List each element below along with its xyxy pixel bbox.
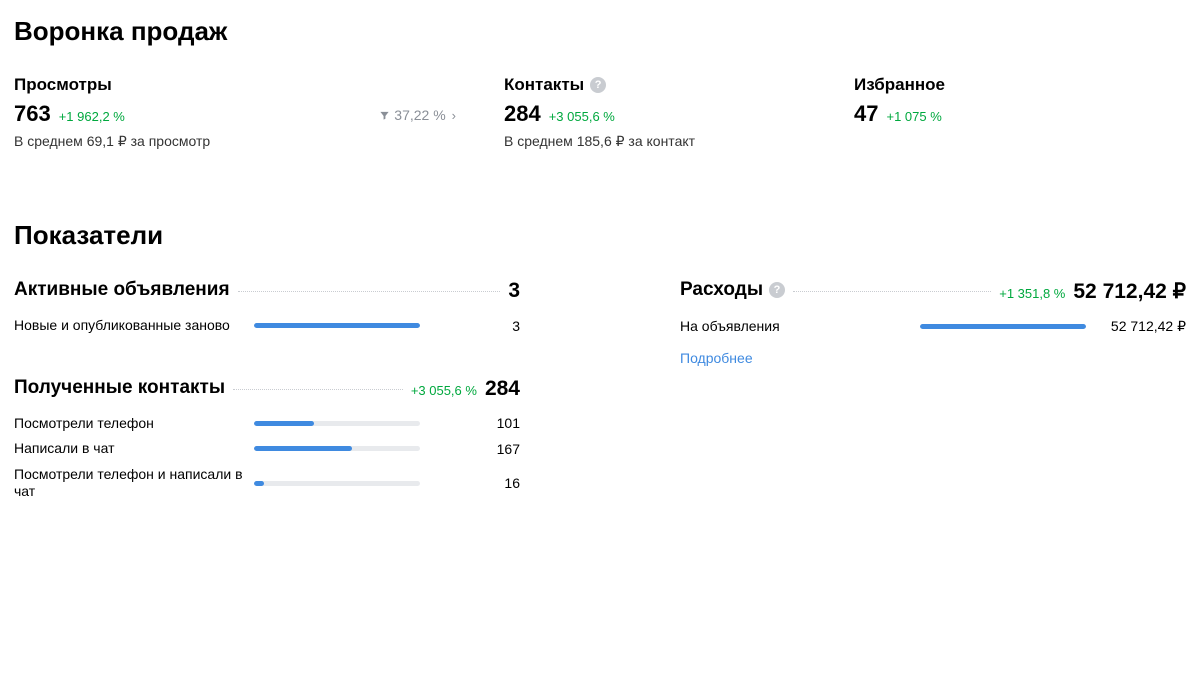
funnel-views-value: 763 [14, 101, 51, 127]
funnel-views-avg: В среднем 69,1 ₽ за просмотр [14, 133, 504, 150]
funnel-contacts-card: Контакты ? 284 +3 055,6 % В среднем 185,… [504, 75, 854, 150]
bar-row: Посмотрели телефон и написали в чат 16 [14, 466, 520, 501]
funnel-icon [379, 110, 390, 121]
bar-track [254, 481, 420, 486]
funnel-views-label: Просмотры [14, 75, 504, 95]
bar-fill [254, 323, 420, 328]
active-listings-total: 3 [508, 279, 520, 303]
bar-track [920, 324, 1086, 329]
bar-value: 101 [430, 415, 520, 431]
received-contacts-block: Полученные контакты +3 055,6 % 284 Посмо… [14, 377, 520, 501]
bar-label: Посмотрели телефон [14, 415, 244, 433]
bar-fill [254, 446, 352, 451]
received-contacts-title: Полученные контакты [14, 377, 225, 399]
funnel-row: Просмотры 763 +1 962,2 % В среднем 69,1 … [14, 75, 1186, 150]
expenses-delta: +1 351,8 % [999, 286, 1065, 301]
funnel-contacts-delta: +3 055,6 % [549, 109, 615, 124]
bar-value: 167 [430, 441, 520, 457]
bar-fill [254, 421, 314, 426]
indicators-right-col: Расходы ? +1 351,8 % 52 712,42 ₽ На объя… [680, 279, 1186, 409]
funnel-favorites-label: Избранное [854, 75, 945, 95]
funnel-views-delta: +1 962,2 % [59, 109, 125, 124]
dotline [793, 291, 991, 292]
bar-label: Новые и опубликованные заново [14, 317, 244, 335]
indicators-columns: Активные объявления 3 Новые и опубликова… [14, 279, 1186, 543]
bar-label: Посмотрели телефон и написали в чат [14, 466, 244, 501]
funnel-contacts-value: 284 [504, 101, 541, 127]
indicators-left-col: Активные объявления 3 Новые и опубликова… [14, 279, 520, 543]
expenses-block: Расходы ? +1 351,8 % 52 712,42 ₽ На объя… [680, 279, 1186, 367]
help-icon[interactable]: ? [769, 282, 785, 298]
indicators-title: Показатели [14, 220, 1186, 251]
funnel-title: Воронка продаж [14, 16, 1186, 47]
received-contacts-total: 284 [485, 377, 520, 401]
bar-fill [254, 481, 264, 486]
funnel-contacts-label: Контакты [504, 75, 584, 95]
funnel-contacts-avg: В среднем 185,6 ₽ за контакт [504, 133, 854, 150]
funnel-favorites-delta: +1 075 % [886, 109, 941, 124]
chevron-right-icon: › [452, 108, 456, 123]
active-listings-block: Активные объявления 3 Новые и опубликова… [14, 279, 520, 335]
received-contacts-delta: +3 055,6 % [411, 383, 477, 398]
active-listings-title: Активные объявления [14, 279, 230, 301]
expenses-more-link[interactable]: Подробнее [680, 350, 753, 366]
help-icon[interactable]: ? [590, 77, 606, 93]
bar-value: 3 [430, 318, 520, 334]
bar-value: 52 712,42 ₽ [1096, 318, 1186, 335]
bar-label: На объявления [680, 318, 910, 336]
dotline [233, 389, 403, 390]
bar-row: Новые и опубликованные заново 3 [14, 317, 520, 335]
bar-track [254, 446, 420, 451]
expenses-title: Расходы [680, 279, 763, 301]
bar-row: На объявления 52 712,42 ₽ [680, 318, 1186, 336]
bar-label: Написали в чат [14, 440, 244, 458]
expenses-total: 52 712,42 ₽ [1073, 279, 1186, 304]
bar-row: Написали в чат 167 [14, 440, 520, 458]
funnel-favorites-card: Избранное 47 +1 075 % [854, 75, 945, 150]
bar-fill [920, 324, 1086, 329]
funnel-views-card: Просмотры 763 +1 962,2 % В среднем 69,1 … [14, 75, 504, 150]
funnel-views-conversion[interactable]: 37,22 % › [379, 107, 456, 123]
bar-track [254, 323, 420, 328]
dotline [238, 291, 501, 292]
bar-track [254, 421, 420, 426]
bar-value: 16 [430, 475, 520, 491]
funnel-favorites-value: 47 [854, 101, 878, 127]
bar-row: Посмотрели телефон 101 [14, 415, 520, 433]
